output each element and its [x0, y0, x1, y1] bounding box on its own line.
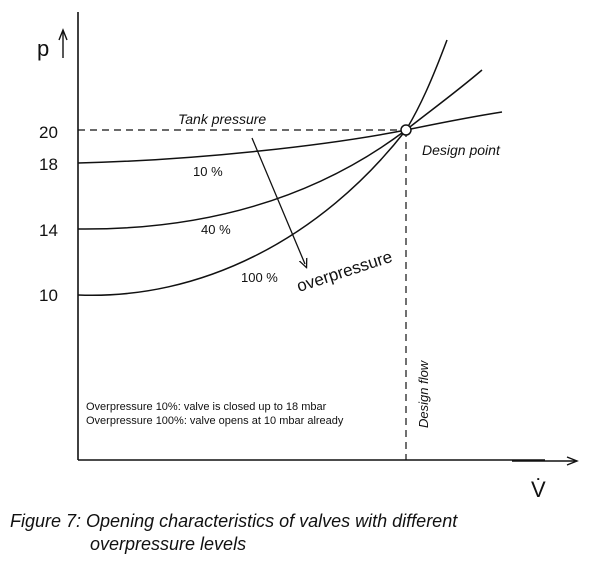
note-line-1: Overpressure 10%: valve is closed up to …	[86, 401, 327, 413]
curve-10-label: 10 %	[193, 164, 223, 179]
curve-40-percent	[77, 69, 483, 230]
y-axis-arrow-icon	[58, 28, 68, 58]
x-axis-arrow-icon	[512, 456, 579, 466]
curve-100-label: 100 %	[241, 270, 278, 285]
caption-line-1: Figure 7: Opening characteristics of val…	[10, 511, 458, 531]
curve-100-percent	[77, 39, 448, 297]
y-axis-label: p	[37, 36, 49, 61]
x-axis-label: V̇	[531, 477, 546, 502]
caption-line-2: overpressure levels	[90, 534, 247, 554]
design-point-marker	[400, 124, 412, 136]
y-tick-10: 10	[39, 286, 58, 305]
figure-caption: Figure 7: Opening characteristics of val…	[10, 510, 590, 556]
design-point-label: Design point	[422, 142, 501, 158]
overpressure-label: overpressure	[294, 247, 394, 296]
curve-40-label: 40 %	[201, 222, 231, 237]
y-tick-18: 18	[39, 155, 58, 174]
design-flow-label: Design flow	[416, 359, 431, 428]
overpressure-arrow-icon	[251, 137, 305, 264]
y-tick-20: 20	[39, 123, 58, 142]
curve-10-percent	[77, 111, 503, 164]
note-line-2: Overpressure 100%: valve opens at 10 mba…	[86, 415, 344, 427]
y-tick-14: 14	[39, 221, 58, 240]
tank-pressure-label: Tank pressure	[178, 111, 266, 127]
